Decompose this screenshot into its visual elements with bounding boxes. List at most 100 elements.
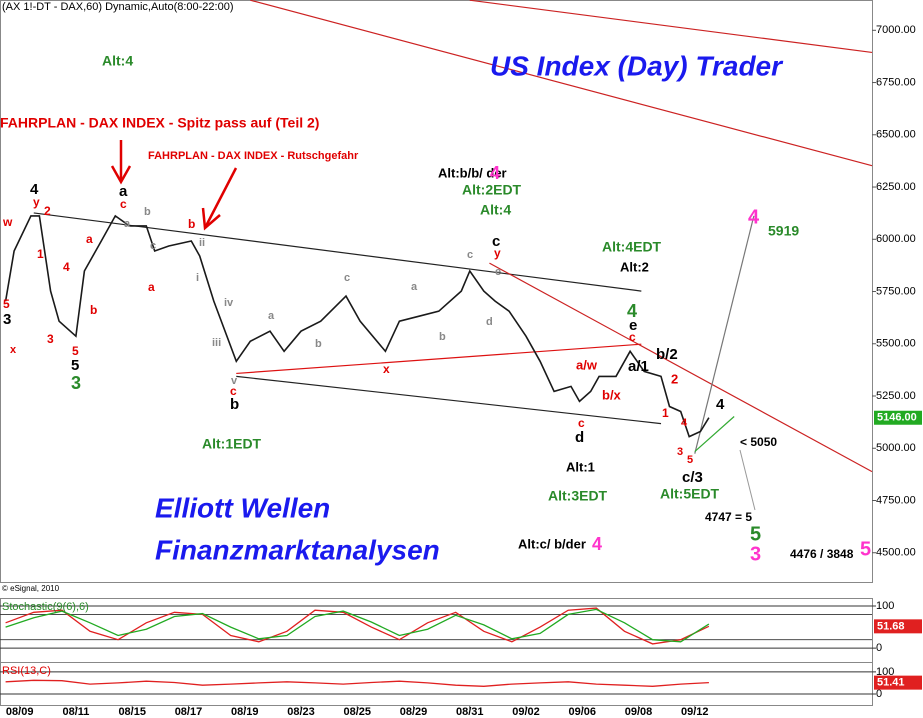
- wave-annotation: c: [230, 384, 237, 398]
- wave-annotation: 4: [627, 301, 637, 321]
- wave-annotation: 4: [716, 396, 725, 413]
- last-value-box: [874, 675, 922, 690]
- wave-annotation: b: [315, 338, 322, 350]
- wave-annotation: a: [268, 310, 275, 322]
- x-tick-label: 08/23: [287, 706, 315, 718]
- wave-annotation: a/w: [576, 357, 598, 372]
- indicator-title: RSI(13,C): [2, 665, 51, 677]
- wave-annotation: FAHRPLAN - DAX INDEX - Spitz pass auf (T…: [0, 115, 319, 131]
- wave-annotation: 4: [63, 260, 70, 274]
- y-tick-label: 6000.00: [876, 233, 916, 245]
- y-tick-label: 100: [876, 666, 894, 678]
- wave-annotation: 3: [750, 543, 761, 565]
- wave-annotation: c: [150, 240, 156, 252]
- wave-annotation: a/1: [628, 358, 649, 375]
- wave-annotation: y: [494, 246, 501, 260]
- wave-annotation: Alt:4EDT: [602, 239, 662, 255]
- wave-annotation: a: [86, 232, 93, 246]
- series-line: [4, 214, 710, 438]
- wave-annotation: c/3: [682, 469, 703, 486]
- x-tick-label: 09/06: [569, 706, 597, 718]
- wave-annotation: b/x: [602, 387, 622, 402]
- wave-annotation: y: [33, 195, 40, 209]
- wave-annotation: c: [344, 272, 350, 284]
- series-line: [5, 608, 710, 643]
- x-tick-label: 08/19: [231, 706, 259, 718]
- y-tick-label: 0: [876, 688, 882, 700]
- wave-annotation: c: [492, 233, 500, 250]
- wave-annotation: 5: [750, 523, 761, 545]
- wave-annotation: c: [629, 330, 636, 344]
- x-tick-label: 09/02: [512, 706, 540, 718]
- wave-annotation: a: [148, 280, 155, 294]
- wave-annotation: c: [120, 197, 127, 211]
- wave-annotation: c: [467, 249, 473, 261]
- last-value-box: [874, 619, 922, 634]
- series-line: [5, 679, 709, 687]
- x-tick-label: 08/11: [62, 706, 89, 718]
- wave-annotation: Alt:2: [620, 259, 649, 274]
- wave-annotation: b: [144, 206, 151, 218]
- wave-annotation: b: [230, 396, 239, 413]
- wave-annotation: Alt:b/b/ der: [438, 165, 507, 180]
- wave-annotation: ii: [199, 237, 205, 249]
- wave-annotation: 3: [71, 373, 81, 393]
- indicator-title: Stochastic(9(6),6): [2, 601, 89, 613]
- y-tick-label: 4500.00: [876, 547, 916, 559]
- wave-annotation: 2: [44, 204, 51, 218]
- wave-annotation: 4: [748, 206, 760, 228]
- wave-annotation: b: [188, 217, 195, 231]
- wave-annotation: Alt:4: [480, 202, 511, 218]
- x-tick-label: 08/09: [6, 706, 34, 718]
- wave-annotation: 4: [592, 534, 602, 554]
- wave-annotation: 5: [860, 538, 871, 560]
- trend-line: [236, 375, 662, 425]
- x-tick-label: 08/15: [118, 706, 146, 718]
- wave-annotation: Alt:1EDT: [202, 436, 262, 452]
- y-tick-label: 100: [876, 600, 894, 612]
- wave-annotation: 4: [30, 181, 39, 198]
- chart-title: US Index (Day) Trader: [490, 50, 784, 81]
- wave-annotation: iii: [212, 337, 221, 349]
- wave-annotation: 4476 / 3848: [790, 547, 854, 561]
- watermark: Elliott Wellen: [155, 492, 330, 523]
- wave-annotation: 1: [662, 406, 669, 420]
- wave-annotation: a: [411, 281, 418, 293]
- wave-annotation: a: [124, 218, 131, 230]
- wave-annotation: Alt:c/ b/der: [518, 536, 586, 551]
- wave-annotation: b/2: [656, 346, 678, 363]
- last-value-label: 51.41: [877, 677, 905, 689]
- y-tick-label: 5750.00: [876, 285, 916, 297]
- wave-annotation: 3: [47, 332, 54, 346]
- trend-line: [694, 416, 735, 453]
- wave-annotation: 4: [490, 163, 500, 183]
- wave-annotation: b: [439, 331, 446, 343]
- y-tick-label: 5250.00: [876, 390, 916, 402]
- x-tick-label: 09/12: [681, 706, 709, 718]
- y-tick-label: 4750.00: [876, 494, 916, 506]
- y-tick-label: 5000.00: [876, 442, 916, 454]
- wave-annotation: 5: [71, 357, 79, 374]
- wave-annotation: Alt:2EDT: [462, 182, 522, 198]
- wave-annotation: 3: [677, 446, 683, 458]
- wave-annotation: 4: [681, 417, 688, 429]
- wave-annotation: 5: [72, 344, 79, 358]
- wave-annotation: w: [2, 215, 13, 229]
- wave-annotation: b: [90, 303, 97, 317]
- y-tick-label: 6500.00: [876, 129, 916, 141]
- wave-annotation: 1: [37, 247, 44, 261]
- watermark: Finanzmarktanalysen: [155, 534, 440, 565]
- trend-line: [694, 215, 755, 454]
- wave-annotation: 5: [687, 454, 693, 466]
- last-value-label: 5146.00: [877, 412, 917, 424]
- wave-annotation: Alt:1: [566, 459, 595, 474]
- y-tick-label: 5500.00: [876, 338, 916, 350]
- wave-annotation: Alt:5EDT: [660, 486, 720, 502]
- pointer-line: [739, 449, 756, 511]
- wave-annotation: c: [578, 416, 585, 430]
- wave-annotation: 3: [3, 311, 11, 328]
- chart-header: (AX 1!-DT - DAX,60) Dynamic,Auto(8:00-22…: [2, 1, 234, 13]
- last-value-box: [874, 410, 922, 425]
- wave-annotation: Alt:4: [102, 53, 133, 69]
